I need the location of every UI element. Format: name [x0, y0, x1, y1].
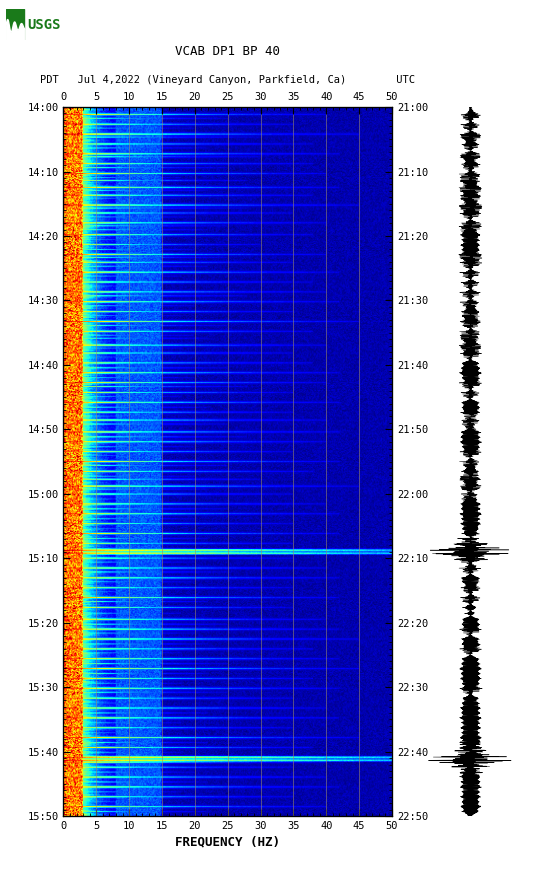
X-axis label: FREQUENCY (HZ): FREQUENCY (HZ)	[175, 835, 280, 848]
Bar	[6, 9, 24, 40]
Text: PDT   Jul 4,2022 (Vineyard Canyon, Parkfield, Ca)        UTC: PDT Jul 4,2022 (Vineyard Canyon, Parkfie…	[40, 75, 415, 85]
Text: USGS: USGS	[27, 18, 60, 31]
Text: VCAB DP1 BP 40: VCAB DP1 BP 40	[175, 45, 280, 58]
